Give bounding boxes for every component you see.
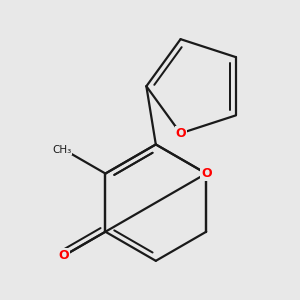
Text: O: O <box>175 127 186 140</box>
Text: CH₃: CH₃ <box>52 145 71 155</box>
Text: O: O <box>201 167 211 180</box>
Text: O: O <box>59 249 69 262</box>
